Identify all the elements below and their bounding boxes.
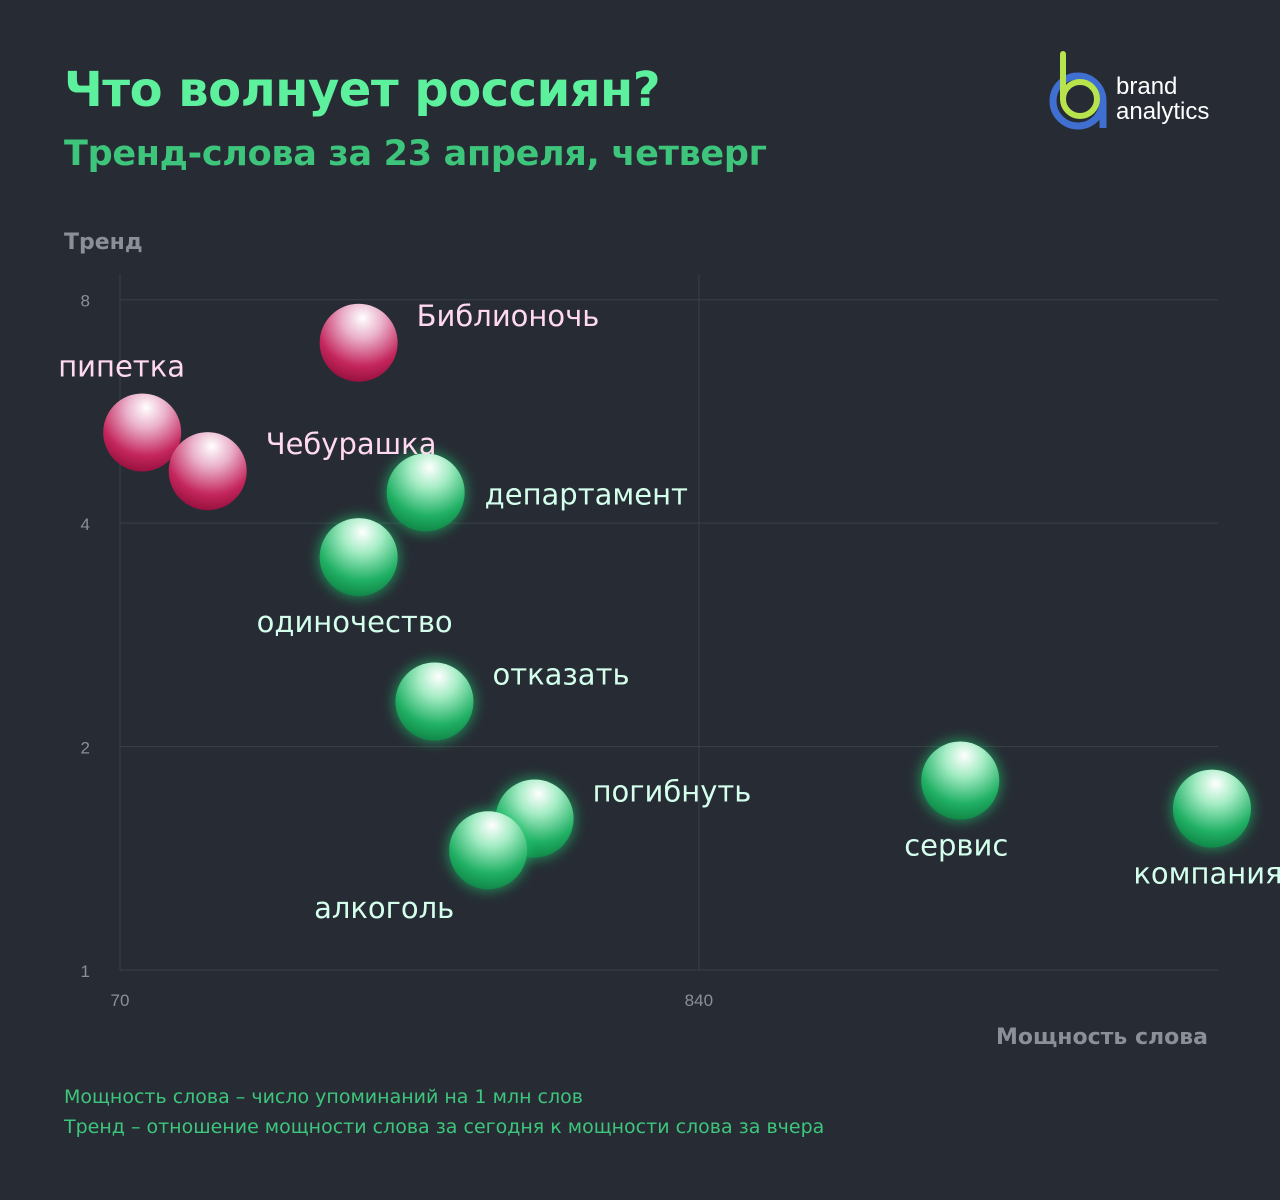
y-tick-label: 8 xyxy=(81,292,90,311)
y-tick-label: 4 xyxy=(81,515,90,534)
brand-logo: brand analytics xyxy=(1046,48,1236,132)
point-сервис xyxy=(921,741,1000,820)
footnote-power: Мощность слова – число упоминаний на 1 м… xyxy=(64,1086,583,1108)
point-одиночество xyxy=(319,518,398,597)
y-axis-label: Тренд xyxy=(64,230,143,255)
point-label: Чебурашка xyxy=(266,427,437,461)
point-алкоголь xyxy=(449,811,528,890)
point-label: компания xyxy=(1133,857,1280,891)
point-Библионочь xyxy=(319,303,398,382)
point-label: одиночество xyxy=(257,605,453,639)
point-департамент xyxy=(386,453,465,532)
page-title: Что волнует россиян? xyxy=(64,62,661,118)
point-label: отказать xyxy=(492,658,629,692)
point-отказать xyxy=(395,662,474,741)
point-label: пипетка xyxy=(58,349,185,383)
logo-text-line2: analytics xyxy=(1116,98,1210,125)
point-label: сервис xyxy=(904,829,1008,863)
page-subtitle: Тренд-слова за 23 апреля, четверг xyxy=(64,134,767,174)
y-tick-label: 1 xyxy=(81,962,90,981)
point-label: департамент xyxy=(485,477,688,511)
y-tick-label: 2 xyxy=(81,739,90,758)
logo-text-line1: brand xyxy=(1116,73,1178,100)
point-Чебурашка xyxy=(168,432,247,511)
point-компания xyxy=(1172,769,1251,848)
x-axis-label: Мощность слова xyxy=(996,1025,1208,1050)
point-label: Библионочь xyxy=(417,299,600,333)
point-пипетка xyxy=(103,393,182,472)
logo-text: brand analytics xyxy=(1116,74,1209,124)
x-tick-label: 70 xyxy=(111,991,130,1010)
point-label: погибнуть xyxy=(593,775,752,809)
point-label: алкоголь xyxy=(314,891,454,925)
x-tick-label: 840 xyxy=(685,991,713,1010)
brand-analytics-logo-icon xyxy=(1049,51,1107,130)
footnote-trend: Тренд – отношение мощности слова за сего… xyxy=(64,1116,825,1138)
